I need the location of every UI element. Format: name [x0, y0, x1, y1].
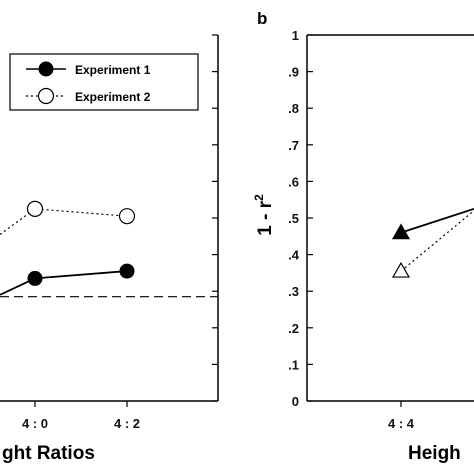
legend-label-experiment-2: Experiment 2: [75, 90, 151, 104]
panel-a-ticks: [34, 34, 218, 407]
panel-a-x-axis-title: ght Ratios: [2, 443, 95, 464]
data-point-experiment-2: [26, 200, 44, 217]
panel-b-y-tick-label: 0: [292, 394, 299, 409]
data-point-open-triangle: [391, 261, 411, 278]
panel-b-y-axis-title: 1 - r2: [252, 194, 276, 236]
series-line-open-triangle: [400, 210, 474, 272]
panel-b-x-tick-label: 4 : 4: [388, 416, 415, 431]
legend-marker-experiment-2: [37, 87, 55, 105]
panel-b-y-tick-label: .5: [288, 211, 299, 226]
panel-b-series: [391, 207, 474, 278]
panel-a-x-tick-label: 4 : 2: [114, 416, 140, 431]
series-line-experiment-2: [0, 208, 128, 235]
panel-b-ticks: 0 .1 .2 .3 .4 .5 .6 .7 .8 .9 1: [288, 28, 402, 409]
legend-label-experiment-1: Experiment 1: [75, 63, 151, 77]
panel-b-y-tick-label: .3: [288, 284, 299, 299]
panel-b-y-tick-label: .4: [288, 248, 300, 263]
panel-b-y-tick-label: .9: [288, 65, 299, 80]
panel-b-y-tick-label: .2: [288, 321, 299, 336]
panel-a-legend: Experiment 1 Experiment 2: [9, 53, 199, 111]
series-line-filled-triangle: [400, 207, 474, 234]
panel-b-label: b: [257, 9, 267, 28]
panel-b-y-tick-label: .1: [288, 357, 299, 372]
data-point-experiment-2: [118, 208, 136, 225]
data-point-experiment-1: [119, 263, 135, 279]
legend-marker-experiment-1: [38, 61, 54, 77]
panel-b-y-tick-label: .8: [288, 101, 299, 116]
panel-b-y-axis-title-text: 1 - r: [255, 200, 276, 235]
svg-text:1 - r2: 1 - r2: [252, 194, 276, 236]
panel-b: b 0 .1 .2 .3 .4 .5 .6 .7 .8 .9 1 4 : 4 1 - r2 Heig…: [252, 9, 474, 464]
panel-b-y-tick-label: .7: [288, 138, 299, 153]
panel-a-series: [0, 200, 136, 296]
panel-b-y-tick-label: .6: [288, 174, 299, 189]
panel-b-y-axis-title-superscript: 2: [252, 194, 266, 201]
panel-a: 4 : 0 4 : 2 ght Ratios Experiment 1 Expe…: [0, 34, 219, 464]
data-point-experiment-1: [27, 270, 43, 286]
panel-b-x-axis-title: Heigh: [408, 443, 461, 464]
panel-b-y-tick-label: 1: [292, 28, 299, 43]
data-point-filled-triangle: [391, 223, 411, 240]
series-line-experiment-1: [0, 270, 128, 296]
panel-a-x-tick-label: 4 : 0: [22, 416, 48, 431]
